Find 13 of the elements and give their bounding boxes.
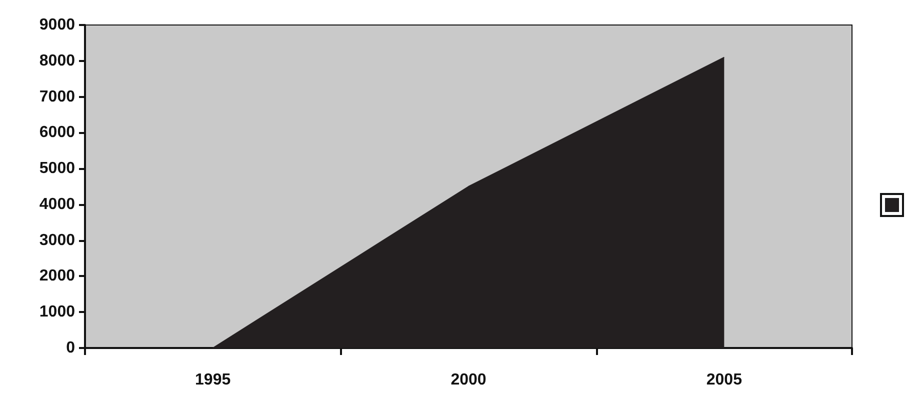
y-tick-label: 9000 xyxy=(39,16,76,34)
x-tick-label: 2005 xyxy=(706,372,742,388)
y-tick-label: 2000 xyxy=(39,268,76,285)
x-tick-label: 2000 xyxy=(450,372,486,388)
y-tick-label: 1000 xyxy=(39,304,76,321)
y-tick-label: 6000 xyxy=(39,124,76,142)
y-tick-label: 4000 xyxy=(39,196,76,213)
y-tick-label: 0 xyxy=(66,340,76,356)
x-tick-label: 1995 xyxy=(195,372,231,388)
y-tick-label: 5000 xyxy=(39,160,76,178)
y-tick-label: 8000 xyxy=(39,52,76,70)
y-tick-label: 3000 xyxy=(39,232,76,249)
y-tick-label: 7000 xyxy=(39,88,76,106)
